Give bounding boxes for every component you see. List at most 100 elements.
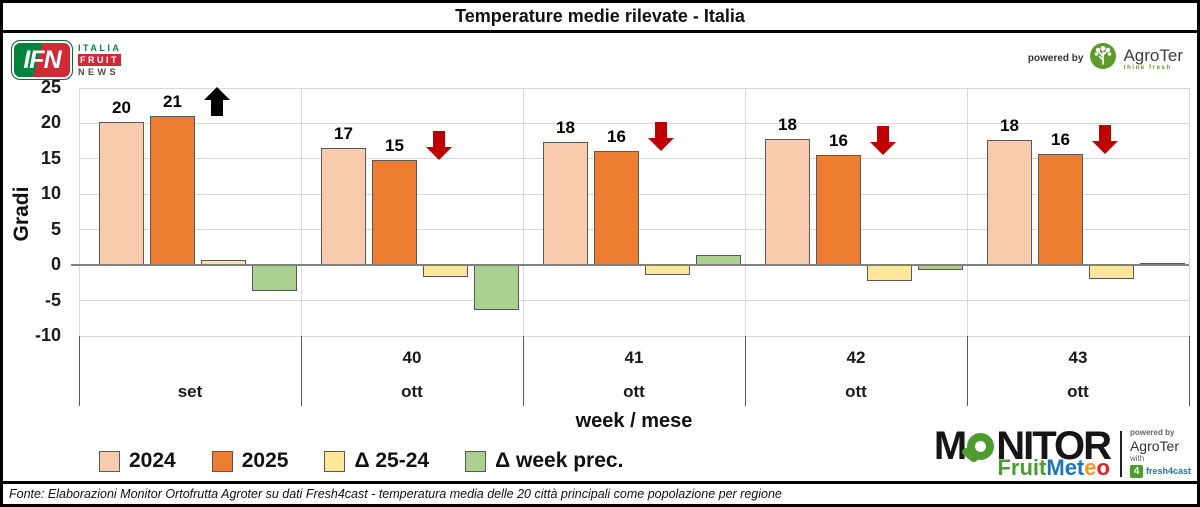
group-separator [966,88,968,336]
legend-swatch-icon [324,450,346,472]
monitor-with-label: with [1129,454,1145,464]
bar-2024-43 [987,140,1032,266]
group-separator [78,88,80,336]
bar-value-label: 16 [829,130,848,150]
monitor-wordmark: M NITOR FruitMeteo [933,424,1112,480]
y-tick-label: 10 [40,183,61,204]
y-tick-label: -5 [44,289,61,310]
ifn-fruit-label: FRUIT [78,54,121,66]
legend-label: 2025 [241,449,289,472]
bar-2024-40 [321,148,366,266]
fresh4cast-logo: 4 fresh4cast [1129,464,1191,478]
bar-2025-set [150,116,195,266]
logo-divider [1119,430,1122,477]
bar-value-label: 15 [385,136,404,156]
agroter-brand-label: AgroTer [1123,45,1183,65]
gridline [79,87,1189,89]
bar-value-label: 18 [556,117,575,137]
monitor-partners: powered by AgroTer with 4 fresh4cast [1129,428,1191,478]
gridline [79,300,1189,302]
magnifier-icon [967,432,995,460]
bar-Δ-25-24-42 [867,265,912,282]
legend-label: Δ week prec. [495,449,624,472]
group-separator [522,88,524,336]
agroter-tagline: think fresh [1123,64,1172,71]
plot-area: 20 17 18 18 18 21 15 16 16 16 [71,87,1190,337]
bar-value-label: 21 [163,92,182,112]
gridline [79,122,1189,124]
monitor-agroter-label: AgroTer [1129,437,1179,454]
fruitmeteo-word-part: e [1084,455,1097,480]
y-tick-label: 0 [50,254,61,275]
month-label: ott [1067,382,1089,401]
y-tick-label: -10 [34,325,61,345]
category-separator [966,336,968,406]
monitor-fruitmeteo-logo: M NITOR FruitMeteo powered by AgroTer wi… [933,424,1191,480]
ifn-italia-label: ITALIA [78,43,122,53]
legend: 2024 2025 Δ 25-24 Δ week prec. [99,449,623,473]
y-axis: 25 20 15 10 5 0 -5 -10 [3,77,69,345]
fresh4cast-label: fresh4cast [1145,465,1191,476]
legend-item: Δ week prec. [465,449,623,473]
monitor-word: M NITOR [933,424,1112,468]
bar-Δ-25-24-43 [1089,265,1134,279]
bar-value-label: 18 [1000,116,1019,136]
legend-label: Δ 25-24 [354,449,430,472]
y-tick-label: 25 [40,77,61,97]
bar-2025-40 [372,160,417,266]
month-label: set [177,382,203,401]
category-separator [522,336,524,406]
bar-2024-41 [543,141,588,266]
bar-value-label: 16 [1051,129,1070,149]
bar-2025-41 [594,151,639,266]
week-label: 41 [624,348,644,367]
trend-up-arrow [203,87,231,121]
fruitmeteo-word-part: Met [1046,455,1085,480]
monitor-word-start: M [933,424,967,468]
x-axis-title: week / mese [575,410,693,432]
zero-axis-line [71,264,1189,267]
week-label: 42 [846,348,866,367]
bar-2024-set [99,122,144,266]
agroter-powered-by: powered by AgroTer think fresh [1028,43,1183,74]
bar-2024-42 [765,139,810,266]
bar-value-label: 18 [778,115,797,135]
group-separator [1188,88,1190,336]
ifn-badge-icon: IFN [11,40,73,80]
category-separator [78,336,80,406]
group-separator [300,88,302,336]
bar-Δ-week-prec--set [252,265,297,292]
powered-by-label: powered by [1027,53,1084,64]
month-label: ott [845,382,867,401]
month-label: ott [401,382,423,401]
trend-down-arrow [869,125,897,160]
legend-swatch-icon [465,450,487,472]
bar-2025-43 [1038,153,1083,266]
monitor-word-end: NITOR [996,424,1112,468]
bar-value-label: 16 [607,127,626,147]
fruitmeteo-word-part: o [1096,455,1110,480]
agroter-wordmark: AgroTer think fresh [1123,47,1183,71]
source-note: Fonte: Elaborazioni Monitor Ortofrutta A… [3,481,1197,504]
legend-label: 2024 [129,449,176,472]
bar-2025-42 [816,154,861,266]
y-tick-label: 20 [40,112,61,133]
ifn-wordmark: ITALIA FRUIT NEWS [78,43,121,77]
legend-item: 2024 [99,449,176,473]
legend-item: 2025 [211,449,289,473]
page-title: Temperature medie rilevate - Italia [3,3,1197,33]
category-separator [1188,336,1190,406]
gridline [79,335,1189,337]
ifn-news-label: NEWS [78,67,119,77]
y-tick-label: 5 [50,218,61,239]
trend-down-arrow [1091,124,1119,159]
bar-Δ-25-24-41 [645,265,690,276]
ifn-logo: IFN ITALIA FRUIT NEWS [11,40,121,80]
week-label: 40 [402,348,422,367]
legend-swatch-icon [99,450,120,472]
legend-item: Δ 25-24 [324,449,429,473]
month-label: ott [623,382,645,401]
x-axis: set 40 ott 41 ott 42 ott 43 ott [78,336,1190,408]
y-tick-label: 15 [40,147,61,168]
